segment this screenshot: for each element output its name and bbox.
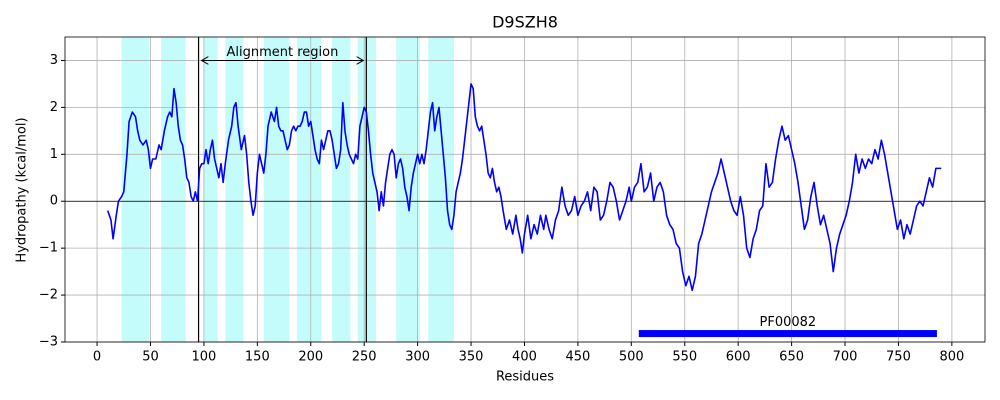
- shaded-region: [121, 37, 150, 342]
- x-tick-label: 750: [886, 350, 911, 365]
- x-tick-label: 600: [726, 350, 751, 365]
- x-tick-label: 450: [565, 350, 590, 365]
- x-tick-label: 800: [939, 350, 964, 365]
- x-tick-label: 300: [405, 350, 430, 365]
- y-tick-label: 0: [50, 194, 58, 209]
- y-tick-label: −2: [39, 288, 58, 303]
- plot-frame: [64, 36, 986, 343]
- domain-bar: [638, 330, 937, 338]
- y-axis-label: Hydropathy (kcal/mol): [15, 117, 30, 262]
- alignment-label: Alignment region: [227, 45, 339, 60]
- x-tick-label: 700: [833, 350, 858, 365]
- x-tick-label: 550: [672, 350, 697, 365]
- y-tick-label: −1: [39, 241, 58, 256]
- shaded-region: [396, 37, 420, 342]
- x-axis-label: Residues: [496, 370, 554, 385]
- y-tick-label: 3: [50, 53, 58, 68]
- shaded-region: [203, 37, 218, 342]
- shaded-region: [161, 37, 186, 342]
- x-tick-label: 50: [142, 350, 159, 365]
- x-tick-label: 350: [459, 350, 484, 365]
- y-tick-label: −3: [39, 335, 58, 350]
- x-tick-label: 650: [779, 350, 804, 365]
- x-tick-label: 250: [352, 350, 377, 365]
- chart-title: D9SZH8: [492, 13, 558, 32]
- x-tick-label: 200: [298, 350, 323, 365]
- y-tick-label: 1: [50, 147, 58, 162]
- x-tick-label: 0: [93, 350, 101, 365]
- shaded-region: [428, 37, 454, 342]
- shaded-region: [225, 37, 244, 342]
- y-tick-label: 2: [50, 100, 58, 115]
- x-tick-label: 100: [191, 350, 216, 365]
- x-tick-label: 500: [619, 350, 644, 365]
- shaded-region: [332, 37, 351, 342]
- domain-label: PF00082: [760, 315, 817, 330]
- shaded-region: [296, 37, 322, 342]
- shaded-region: [263, 37, 290, 342]
- x-tick-label: 400: [512, 350, 537, 365]
- x-tick-label: 150: [245, 350, 270, 365]
- hydropathy-line: [106, 83, 942, 292]
